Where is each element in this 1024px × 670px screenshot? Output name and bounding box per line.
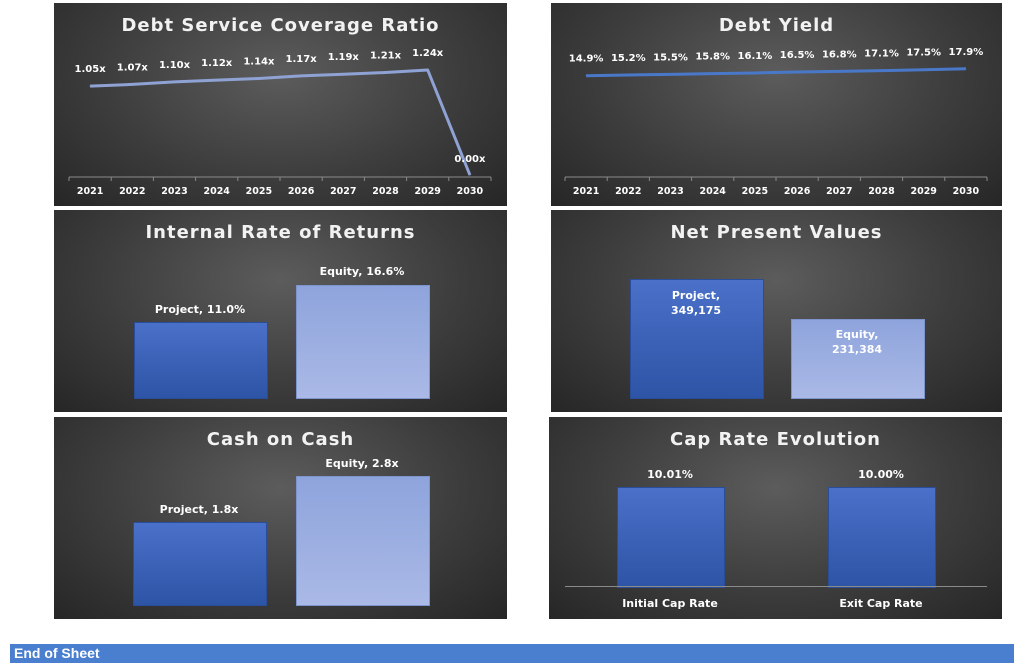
debt-yield-data-label: 15.5% <box>653 52 688 63</box>
dscr-data-label: 1.05x <box>75 64 107 75</box>
dscr-chart-title: Debt Service Coverage Ratio <box>121 15 440 36</box>
dscr-x-tick-label: 2029 <box>414 186 440 197</box>
dscr-x-tick-label: 2026 <box>288 186 315 197</box>
irr-bar-label-project: Project, 11.0% <box>154 303 246 316</box>
dscr-data-label: 1.21x <box>370 51 402 62</box>
debt-yield-x-tick-label: 2026 <box>784 186 811 197</box>
debt-yield-point <box>838 70 840 72</box>
debt-yield-x-tick-label: 2024 <box>699 186 726 197</box>
dscr-data-label: 1.07x <box>117 62 149 73</box>
debt-yield-series-line <box>586 67 966 78</box>
dscr-data-label: 1.17x <box>286 54 318 65</box>
irr-bar-equity <box>296 285 430 399</box>
debt-yield-data-label: 17.1% <box>864 49 899 60</box>
debt-yield-point <box>923 69 925 71</box>
debt-yield-data-label: 14.9% <box>569 54 604 65</box>
debt-yield-data-label: 16.1% <box>738 51 773 62</box>
dscr-data-label: 1.10x <box>159 60 191 71</box>
debt-yield-x-tick-label: 2025 <box>742 186 768 197</box>
debt-yield-x-tick-label: 2022 <box>615 186 641 197</box>
dscr-chart-panel: Debt Service Coverage Ratio 1.05x 2021 1.0… <box>54 3 507 206</box>
cap-rate-chart-panel: Cap Rate Evolution 10.01% 10.00% Initial… <box>549 417 1002 619</box>
irr-bar-project <box>134 322 268 399</box>
dscr-data-label: 1.12x <box>201 58 233 69</box>
debt-yield-data-label: 17.9% <box>949 47 984 58</box>
npv-bar-label-equity: Equity, 231,384 <box>791 327 923 357</box>
end-of-sheet-banner: End of Sheet <box>10 644 1014 663</box>
cap-rate-category-initial: Initial Cap Rate <box>622 597 718 610</box>
debt-yield-point <box>754 72 756 74</box>
dscr-x-tick-label: 2028 <box>372 186 399 197</box>
dscr-point <box>300 75 302 77</box>
irr-chart-title: Internal Rate of Returns <box>145 222 416 243</box>
debt-yield-chart-svg: 14.9% 2021 15.2% 2022 15.5% 2023 15.8% 2024 16.1… <box>564 47 988 197</box>
debt-yield-point <box>965 68 967 70</box>
dscr-x-tick-label: 2027 <box>330 186 356 197</box>
coc-bar-project <box>133 522 267 606</box>
cap-rate-bar-label-initial: 10.01% <box>647 468 693 481</box>
dscr-point <box>427 69 429 71</box>
debt-yield-x-tick-label: 2030 <box>953 186 980 197</box>
cap-rate-chart-title: Cap Rate Evolution <box>670 429 881 450</box>
dscr-point <box>174 81 175 83</box>
dscr-point <box>216 79 218 81</box>
debt-yield-point <box>585 75 587 77</box>
debt-yield-data-label: 16.8% <box>822 49 857 60</box>
npv-label-equity-text: Equity, 231,384 <box>831 328 883 356</box>
debt-yield-data-label: 15.2% <box>611 53 646 64</box>
dscr-x-tick-label: 2024 <box>203 186 230 197</box>
npv-chart-title: Net Present Values <box>670 222 883 243</box>
dscr-point <box>385 72 386 74</box>
irr-bar-label-equity: Equity, 16.6% <box>319 265 405 278</box>
dscr-series-line <box>90 68 472 176</box>
npv-chart-panel: Net Present Values Project, 349,175 Equi… <box>551 210 1002 412</box>
dscr-chart-svg: 1.05x 2021 1.07x 2022 1.10x 2023 1.12x 2024 1.14… <box>68 48 492 197</box>
coc-chart-title: Cash on Cash <box>206 429 355 450</box>
debt-yield-point <box>796 71 798 73</box>
debt-yield-chart-panel: Debt Yield 14.9% 2021 15.2% 2022 15.5% 2023 15… <box>551 3 1002 206</box>
debt-yield-x-tick-label: 2021 <box>573 186 599 197</box>
cap-rate-axis-line <box>565 586 987 587</box>
dscr-x-tick-label: 2023 <box>161 186 187 197</box>
dscr-data-label: 1.14x <box>243 56 275 67</box>
dscr-x-tick-label: 2022 <box>119 186 145 197</box>
dscr-x-tick-label: 2021 <box>77 186 103 197</box>
dscr-data-label: 0.00x <box>454 154 486 165</box>
debt-yield-data-label: 17.5% <box>906 48 941 59</box>
npv-bar-project <box>630 279 764 399</box>
coc-bar-label-equity: Equity, 2.8x <box>325 457 399 470</box>
debt-yield-x-tick-label: 2028 <box>868 186 895 197</box>
npv-label-project-text: Project, 349,175 <box>670 289 722 317</box>
debt-yield-x-tick-label: 2029 <box>910 186 936 197</box>
debt-yield-data-label: 15.8% <box>695 52 730 63</box>
npv-bar-label-project: Project, 349,175 <box>630 288 762 318</box>
debt-yield-x-tick-label: 2027 <box>826 186 852 197</box>
dscr-x-tick-label: 2030 <box>457 186 484 197</box>
coc-bar-equity <box>296 476 430 606</box>
debt-yield-point <box>670 73 671 75</box>
dscr-point <box>469 174 471 176</box>
debt-yield-chart-title: Debt Yield <box>718 15 835 36</box>
cap-rate-bar-label-exit: 10.00% <box>858 468 904 481</box>
debt-yield-data-label: 16.5% <box>780 50 815 61</box>
cap-rate-category-exit: Exit Cap Rate <box>839 597 923 610</box>
dscr-point <box>342 73 344 75</box>
debt-yield-point <box>881 70 882 72</box>
cap-rate-bar-initial <box>617 487 725 588</box>
dscr-data-label: 1.19x <box>328 52 360 63</box>
dscr-point <box>131 83 133 85</box>
dscr-x-tick-label: 2025 <box>246 186 272 197</box>
coc-chart-panel: Cash on Cash Project, 1.8x Equity, 2.8x <box>54 417 507 619</box>
cap-rate-bar-exit <box>828 487 936 588</box>
debt-yield-point <box>627 74 629 76</box>
npv-bar-equity <box>791 319 925 399</box>
dscr-point <box>258 77 260 79</box>
debt-yield-x-tick-label: 2023 <box>657 186 683 197</box>
debt-yield-point <box>712 73 714 75</box>
dscr-data-label: 1.24x <box>412 48 444 59</box>
coc-bar-label-project: Project, 1.8x <box>159 503 239 516</box>
irr-chart-panel: Internal Rate of Returns Project, 11.0% … <box>54 210 507 412</box>
dscr-point <box>89 85 91 87</box>
